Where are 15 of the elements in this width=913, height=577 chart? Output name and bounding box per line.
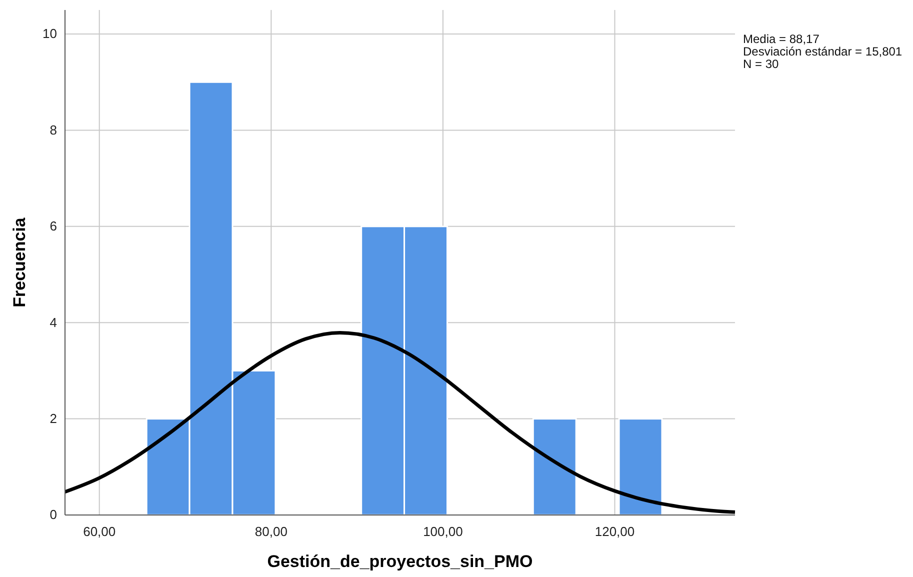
- x-tick-label: 80,00: [254, 524, 288, 540]
- x-tick-label: 60,00: [83, 524, 116, 540]
- y-tick-label: 8: [50, 122, 57, 138]
- text: N = 30: [743, 57, 780, 71]
- text: Media = 88,17: [743, 32, 820, 46]
- y-tick-label: 6: [50, 218, 57, 234]
- x-tick-label: 120,00: [594, 524, 635, 540]
- y-tick-label: 2: [50, 410, 57, 426]
- text: Desviación estándar = 15,801: [743, 44, 902, 58]
- y-tick-label: 0: [50, 507, 57, 522]
- y-axis-title: Frecuencia: [10, 217, 29, 308]
- x-axis-title: Gestión_de_proyectos_sin_PMO: [267, 552, 533, 571]
- x-tick-label: 100,00: [423, 524, 463, 540]
- y-tick-label: 4: [50, 314, 57, 330]
- y-tick-label: 10: [42, 26, 57, 42]
